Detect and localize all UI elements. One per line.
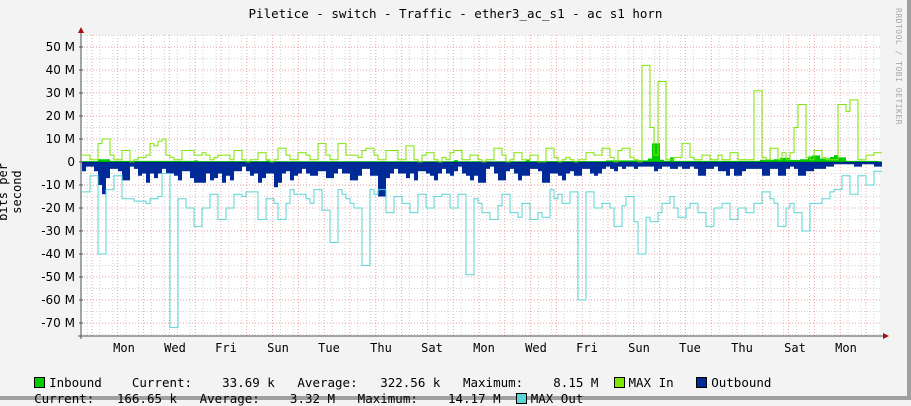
legend-line-1: Inbound Current: 33.69 k Average: 322.56… <box>19 360 771 390</box>
x-tick-label: Mon <box>113 341 135 355</box>
legend-inbound: Inbound Current: 33.69 k Average: 322.56… <box>34 375 613 390</box>
x-tick-label: Mon <box>473 341 495 355</box>
y-tick-label: -10 M <box>41 178 75 192</box>
y-tick-label: 10 M <box>46 132 75 146</box>
max-out-line <box>82 170 882 329</box>
y-tick-label: -50 M <box>41 270 75 284</box>
inbound-swatch <box>34 377 46 388</box>
x-tick-label: Fri <box>215 341 237 355</box>
x-tick-label: Thu <box>731 341 753 355</box>
y-tick-label: -40 M <box>41 247 75 261</box>
legend-line-2: Current: 166.65 k Average: 3.32 M Maximu… <box>19 376 583 406</box>
x-tick-label: Sun <box>628 341 650 355</box>
rrdtool-watermark: RRDTOOL / TOBI OETIKER <box>894 8 903 125</box>
legend-outbound: Outbound <box>696 375 771 390</box>
max-in-line <box>82 64 882 163</box>
x-tick-label: Sat <box>784 341 806 355</box>
legend-max-out: MAX Out <box>515 391 583 406</box>
y-tick-label: 40 M <box>46 63 75 77</box>
x-tick-label: Sun <box>267 341 289 355</box>
x-tick-label: Tue <box>679 341 701 355</box>
y-tick-label: 50 M <box>46 40 75 54</box>
x-tick-label: Thu <box>370 341 392 355</box>
y-tick-label: -70 M <box>41 316 75 330</box>
x-tick-label: Wed <box>164 341 186 355</box>
x-tick-label: Fri <box>576 341 598 355</box>
legend-max-in: MAX In <box>613 375 697 390</box>
y-tick-label: 0 <box>67 155 75 169</box>
y-tick-label: 30 M <box>46 86 75 100</box>
outbound-stats: Current: 166.65 k Average: 3.32 M Maximu… <box>34 391 516 406</box>
x-axis-arrow-icon <box>883 333 889 339</box>
outbound-swatch <box>696 377 708 388</box>
chart-title: Piletice - switch - Traffic - ether3_ac_… <box>248 6 663 21</box>
y-tick-label: -60 M <box>41 293 75 307</box>
max-out-swatch <box>515 393 527 404</box>
x-tick-label: Wed <box>525 341 547 355</box>
x-tick-label: Mon <box>835 341 857 355</box>
x-tick-label: Sat <box>421 341 443 355</box>
max-in-swatch <box>613 377 625 388</box>
y-tick-label: -20 M <box>41 201 75 215</box>
outbound-area <box>82 162 882 197</box>
y-tick-label: -30 M <box>41 224 75 238</box>
y-tick-label: 20 M <box>46 109 75 123</box>
y-axis-arrow-icon <box>78 27 84 33</box>
x-tick-label: Tue <box>318 341 340 355</box>
inbound-area <box>82 143 882 162</box>
